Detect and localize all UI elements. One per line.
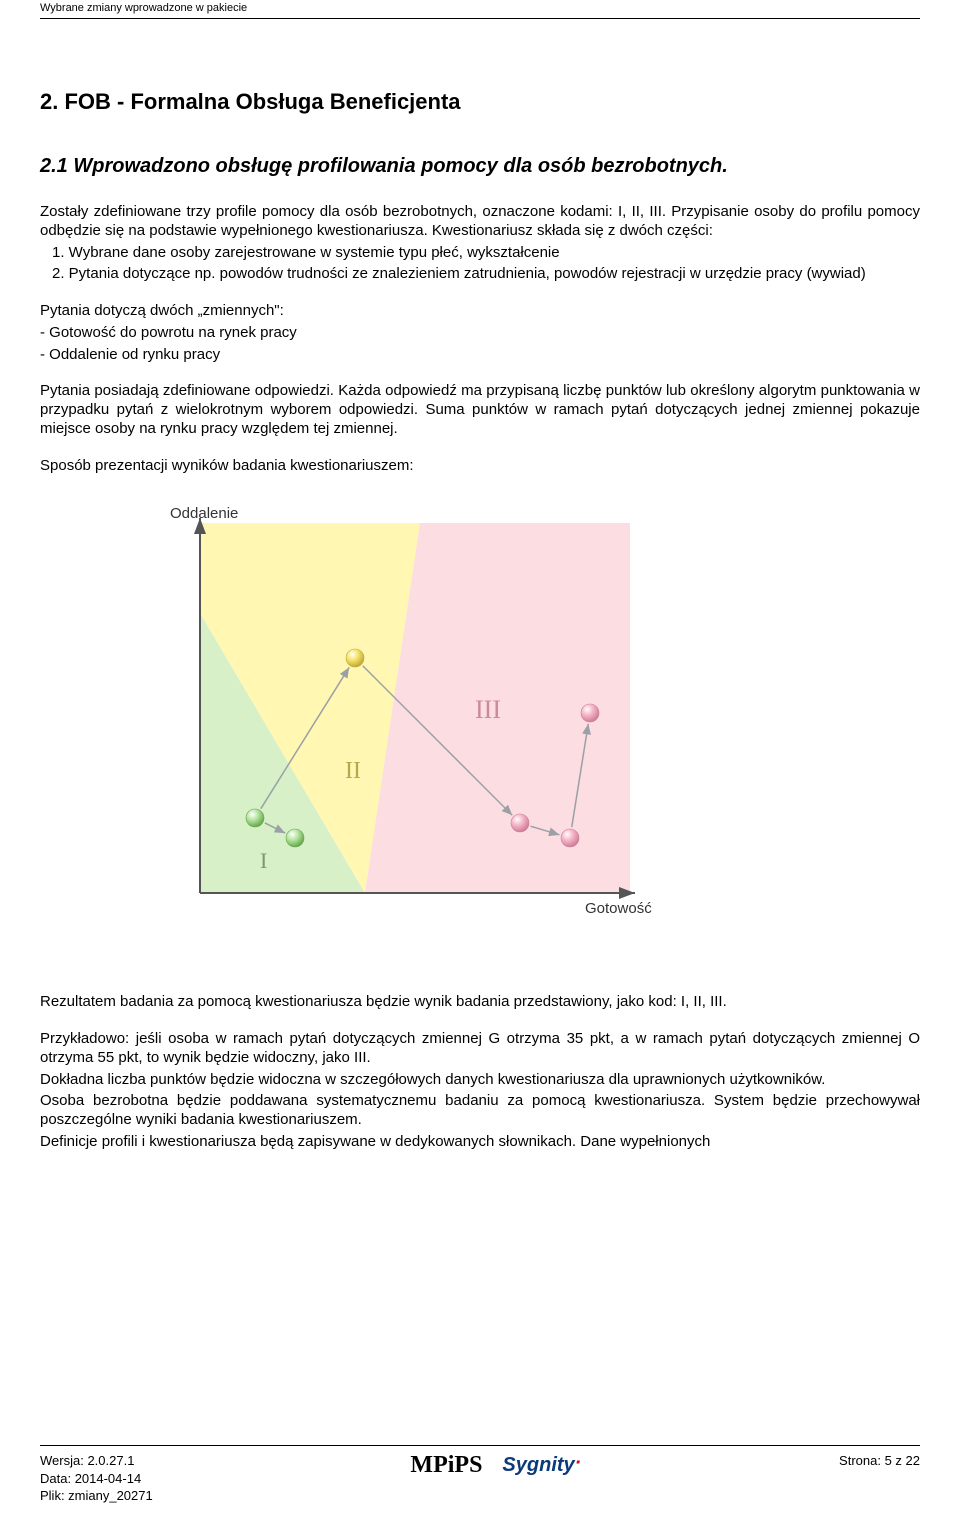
document-page: Wybrane zmiany wprowadzone w pakiecie 2.… [0,0,960,1513]
date-value: 2014-04-14 [75,1471,142,1486]
bullet-gotowosc: - Gotowość do powrotu na rynek pracy [40,324,920,343]
para-scoring: Pytania posiadają zdefiniowane odpowiedz… [40,382,920,438]
footer-left: Wersja: 2.0.27.1 Data: 2014-04-14 Plik: … [40,1452,153,1505]
running-head: Wybrane zmiany wprowadzone w pakiecie [40,0,920,14]
file-value: zmiany_20271 [68,1488,153,1503]
version-label: Wersja: [40,1453,87,1468]
profile-chart: IIIIIIOddalenieGotowość [140,493,680,943]
para-result: Rezultatem badania za pomocą kwestionari… [40,993,920,1012]
rule-bottom [40,1445,920,1446]
list-item-2: 2. Pytania dotyczące np. powodów trudnoś… [40,265,920,284]
profile-chart-svg: IIIIIIOddalenieGotowość [140,493,680,943]
svg-text:III: III [475,695,501,724]
mpips-label: MPiPS [410,1452,482,1479]
para-vars: Pytania dotyczą dwóch „zmiennych": [40,302,920,321]
bullet-oddalenie: - Oddalenie od rynku pracy [40,346,920,365]
footer-right: Strona: 5 z 22 [839,1452,920,1470]
para-intro: Zostały zdefiniowane trzy profile pomocy… [40,203,920,241]
sygnity-text: Sygnity [502,1454,574,1476]
version-value: 2.0.27.1 [87,1453,134,1468]
para-definitions: Definicje profili i kwestionariusza będą… [40,1133,920,1152]
svg-text:Gotowość: Gotowość [585,900,652,917]
body-text: Zostały zdefiniowane trzy profile pomocy… [40,203,920,1152]
rule-top [40,18,920,19]
list-item-1: 1. Wybrane dane osoby zarejestrowane w s… [40,244,920,263]
sygnity-dot-icon: · [575,1452,582,1474]
svg-text:II: II [345,758,361,784]
svg-text:Oddalenie: Oddalenie [170,505,238,522]
heading-2: 2.1 Wprowadzono obsługę profilowania pom… [40,155,920,178]
page-label: Strona: [839,1453,885,1468]
para-chart-caption: Sposób prezentacji wyników badania kwest… [40,457,920,476]
svg-text:I: I [260,848,267,873]
para-detail: Dokładna liczba punktów będzie widoczna … [40,1071,920,1090]
para-example: Przykładowo: jeśli osoba w ramach pytań … [40,1030,920,1068]
footer-center: MPiPS Sygnity· [410,1452,581,1479]
date-label: Data: [40,1471,75,1486]
page-value: 5 z 22 [885,1453,920,1468]
heading-1: 2. FOB - Formalna Obsługa Beneficjenta [40,89,920,115]
page-footer: Wersja: 2.0.27.1 Data: 2014-04-14 Plik: … [40,1445,920,1505]
sygnity-logo: Sygnity· [502,1454,581,1477]
file-label: Plik: [40,1488,68,1503]
para-systematic: Osoba bezrobotna będzie poddawana system… [40,1092,920,1130]
